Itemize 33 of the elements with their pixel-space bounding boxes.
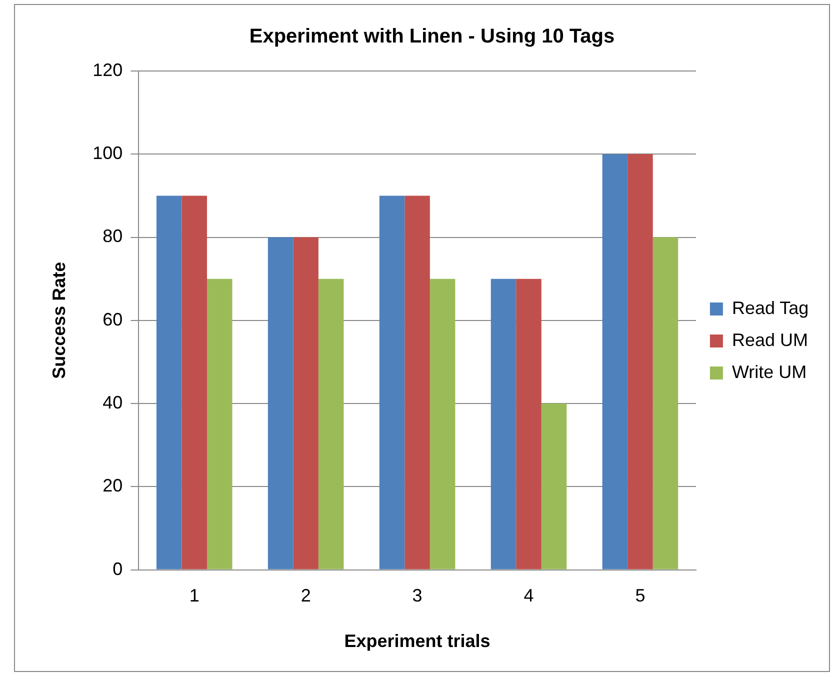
x-axis-title: Experiment trials	[344, 631, 490, 652]
bar	[516, 278, 542, 570]
bar	[490, 278, 516, 570]
y-tick-label: 100	[92, 143, 123, 164]
y-tick-label: 40	[102, 392, 123, 412]
bar	[652, 237, 678, 570]
x-tick-label: 2	[300, 586, 311, 606]
bar	[206, 278, 232, 570]
x-tick-label: 1	[189, 586, 200, 606]
bar	[541, 404, 567, 570]
bar	[182, 196, 207, 570]
legend-label: Write UM	[732, 362, 807, 382]
chart-title: Experiment with Linen - Using 10 Tags	[249, 26, 615, 48]
bar	[268, 237, 294, 570]
bar	[156, 196, 182, 570]
y-tick-label: 0	[112, 558, 123, 579]
bar	[293, 237, 318, 570]
legend-label: Read UM	[732, 330, 808, 350]
y-tick-label: 60	[102, 309, 123, 330]
y-tick-label: 20	[102, 476, 123, 496]
x-tick-label: 3	[412, 586, 422, 606]
bar	[602, 154, 628, 570]
bar	[318, 278, 344, 570]
bar	[379, 196, 405, 570]
bar	[404, 196, 430, 570]
y-axis-title: Success Rate	[48, 262, 69, 379]
legend-label: Read Tag	[732, 298, 809, 318]
y-tick-label: 80	[102, 226, 123, 246]
bar	[430, 278, 456, 570]
bar	[628, 154, 653, 570]
x-tick-label: 5	[635, 586, 646, 606]
x-tick-label: 4	[524, 586, 534, 606]
y-tick-label: 120	[92, 60, 123, 80]
